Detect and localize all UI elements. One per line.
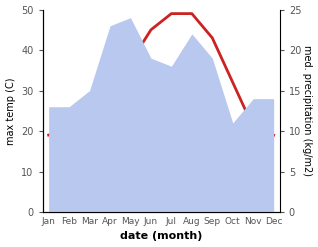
Y-axis label: med. precipitation (kg/m2): med. precipitation (kg/m2) [302, 45, 313, 176]
X-axis label: date (month): date (month) [120, 231, 202, 242]
Y-axis label: max temp (C): max temp (C) [5, 77, 16, 144]
